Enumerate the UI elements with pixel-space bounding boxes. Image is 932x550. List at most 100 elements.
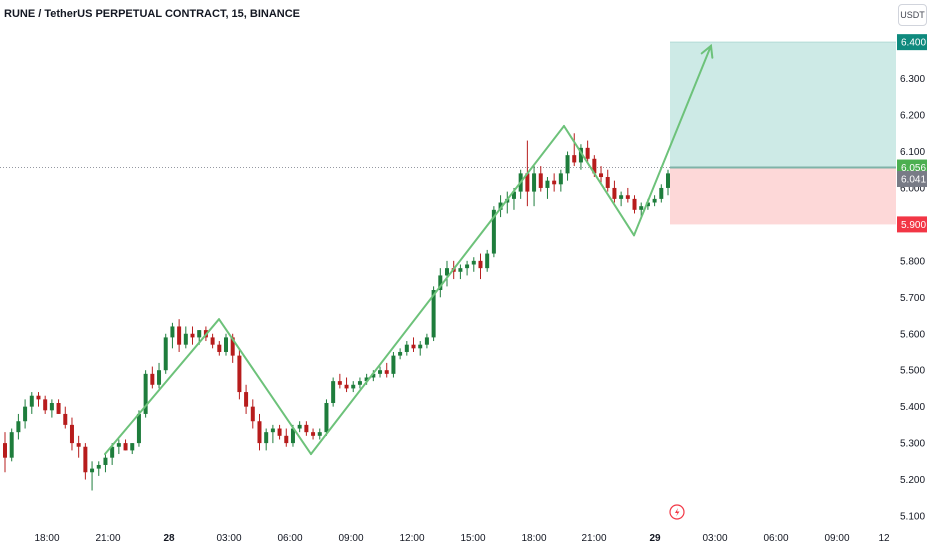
time-tick: 28 xyxy=(163,533,175,544)
candle xyxy=(605,169,610,192)
candle xyxy=(36,392,41,407)
candle xyxy=(157,362,162,389)
price-tick: 6.100 xyxy=(900,147,925,158)
candle xyxy=(277,424,282,440)
svg-text:6.041: 6.041 xyxy=(901,175,926,186)
candle xyxy=(659,184,664,203)
candle xyxy=(498,195,503,218)
zigzag-segment[interactable] xyxy=(563,124,635,237)
time-tick: 18:00 xyxy=(521,533,546,544)
candle xyxy=(458,264,463,280)
candle xyxy=(612,180,617,203)
candle xyxy=(116,439,121,455)
candle xyxy=(170,322,175,349)
candle xyxy=(411,337,416,352)
candle xyxy=(83,443,88,480)
candle xyxy=(56,399,61,414)
price-tick: 5.800 xyxy=(900,256,925,267)
time-tick: 09:00 xyxy=(824,533,849,544)
candle xyxy=(9,428,14,462)
candle xyxy=(237,348,242,400)
time-tick: 29 xyxy=(649,533,661,544)
candle xyxy=(545,177,550,199)
candle xyxy=(599,166,604,185)
price-tick: 6.000 xyxy=(900,183,925,194)
candle xyxy=(578,144,583,170)
stop-zone xyxy=(670,167,896,225)
candle xyxy=(123,439,128,451)
candle xyxy=(304,421,309,436)
event-flag-icon[interactable] xyxy=(669,504,685,520)
arrowhead xyxy=(700,43,714,59)
price-tick: 5.400 xyxy=(900,402,925,413)
candle xyxy=(96,461,101,476)
candle xyxy=(90,461,95,491)
svg-text:6.400: 6.400 xyxy=(901,38,926,49)
time-tick: 03:00 xyxy=(216,533,241,544)
candle xyxy=(639,202,644,218)
candle xyxy=(344,377,349,393)
candle xyxy=(136,410,141,447)
candle xyxy=(337,373,342,389)
time-tick: 15:00 xyxy=(460,533,485,544)
time-tick: 03:00 xyxy=(702,533,727,544)
candle xyxy=(257,413,262,451)
chart-title: RUNE / TetherUS PERPETUAL CONTRACT, 15, … xyxy=(4,8,301,20)
candle xyxy=(357,377,362,389)
candle xyxy=(619,191,624,207)
candle xyxy=(572,133,577,167)
candle xyxy=(465,260,470,276)
candle xyxy=(143,370,148,418)
time-tick: 09:00 xyxy=(338,533,363,544)
svg-text:6.056: 6.056 xyxy=(901,163,926,174)
time-axis[interactable]: 18:00 21:00 28 03:00 06:00 09:00 12:00 15:00 18:… xyxy=(34,533,890,544)
candle xyxy=(130,443,135,455)
candle xyxy=(666,169,670,196)
currency-button[interactable]: USDT xyxy=(898,4,927,26)
price-tick: 6.200 xyxy=(900,111,925,122)
time-tick: 21:00 xyxy=(581,533,606,544)
candle xyxy=(398,348,403,360)
candle xyxy=(478,253,483,280)
candle xyxy=(3,432,7,473)
time-tick: 06:00 xyxy=(277,533,302,544)
candle xyxy=(351,381,356,393)
zigzag-segment[interactable] xyxy=(310,124,565,456)
candle xyxy=(418,341,423,356)
candle xyxy=(311,428,316,440)
zigzag-segment[interactable] xyxy=(104,318,220,456)
candle xyxy=(424,333,429,349)
candle xyxy=(625,187,630,203)
candle xyxy=(244,384,249,414)
candle xyxy=(652,195,657,207)
badge-last: 6.041 xyxy=(897,171,927,188)
candle xyxy=(177,319,182,352)
candle xyxy=(183,326,188,349)
price-tick: 5.200 xyxy=(900,475,925,486)
zigzag-segment[interactable] xyxy=(633,44,712,237)
candle xyxy=(384,362,389,378)
candle xyxy=(532,166,537,207)
candle xyxy=(558,169,563,192)
candle xyxy=(331,377,336,407)
time-tick: 12:00 xyxy=(399,533,424,544)
candle xyxy=(391,351,396,378)
candle xyxy=(63,406,68,429)
candle xyxy=(438,268,443,298)
candle xyxy=(485,249,490,272)
candle xyxy=(538,166,543,192)
target-zone xyxy=(670,42,896,168)
candle xyxy=(317,428,322,440)
candle xyxy=(43,395,48,414)
candle xyxy=(163,333,168,374)
price-tick: 5.300 xyxy=(900,439,925,450)
candle xyxy=(552,173,557,192)
candle xyxy=(270,424,275,444)
candle xyxy=(16,413,21,440)
zigzag-segment[interactable] xyxy=(218,318,312,456)
candle xyxy=(297,421,302,433)
candle xyxy=(29,392,34,414)
candle xyxy=(217,341,222,356)
